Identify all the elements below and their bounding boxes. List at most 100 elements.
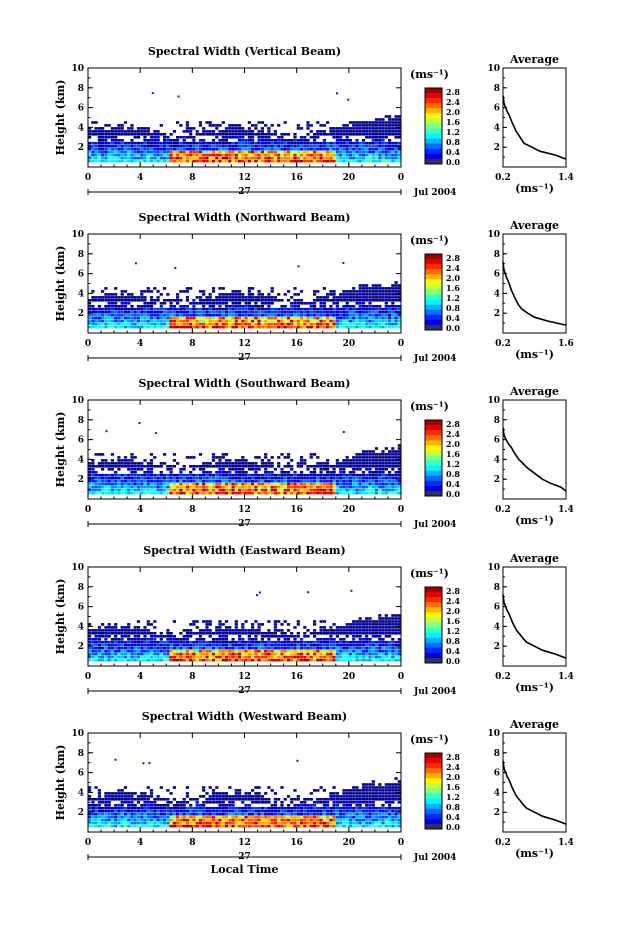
heatmap-cell (166, 629, 170, 632)
colorbar-tick-label: 1.6 (446, 449, 460, 459)
heatmap-cell (231, 147, 235, 151)
heatmap-cell (224, 629, 229, 632)
heatmap-cell (91, 290, 95, 293)
heatmap-cell (110, 479, 114, 483)
heatmap-cell (221, 302, 225, 305)
heatmap-cell (202, 290, 206, 293)
heatmap-cell (94, 482, 98, 486)
heatmap-cell (228, 471, 232, 474)
heatmap-cell (123, 640, 128, 644)
heatmap-cell (358, 473, 362, 477)
heatmap-cell (388, 623, 392, 626)
heatmap-cell (378, 465, 382, 468)
heatmap-cell (205, 649, 209, 653)
heatmap-cell (101, 640, 105, 644)
heatmap-cell (345, 139, 349, 142)
heatmap-cell (322, 322, 326, 326)
heatmap-cell (238, 141, 242, 145)
heatmap-cell (211, 476, 216, 480)
heatmap-cell (303, 144, 307, 148)
heatmap-cell (208, 159, 212, 163)
heatmap-cell (280, 471, 284, 474)
heatmap-cell (299, 652, 304, 656)
heatmap-cell (365, 629, 369, 632)
heatmap-cell (322, 310, 326, 314)
heatmap-cell (136, 325, 141, 329)
heatmap-cell (371, 144, 375, 148)
heatmap-cell (257, 136, 261, 139)
heatmap-cell (172, 150, 176, 154)
heatmap-cell (391, 643, 395, 647)
heatmap-cell (391, 617, 395, 620)
heatmap-cell (123, 153, 128, 157)
heatmap-cell (378, 307, 382, 311)
heatmap-cell (149, 462, 154, 465)
heatmap-cell (88, 646, 92, 650)
heatmap-cell (224, 626, 229, 629)
heatmap-cell (267, 655, 271, 659)
heatmap-cell (127, 325, 131, 329)
heatmap-cell (368, 649, 372, 653)
heatmap-cell (329, 632, 333, 635)
heatmap-cell (352, 473, 356, 477)
heatmap-cell (195, 302, 199, 305)
heatmap-cell (110, 485, 114, 489)
heatmap-cell (280, 141, 284, 145)
heatmap-cell (355, 488, 359, 492)
heatmap-cell (273, 824, 277, 828)
y-axis-label: Height (km) (54, 412, 67, 488)
heatmap-cell (156, 133, 160, 136)
heatmap-cell (339, 136, 343, 139)
heatmap-cell (101, 144, 105, 148)
heatmap-cell (123, 655, 128, 659)
heatmap-cell (211, 316, 216, 320)
heatmap-cell (290, 824, 294, 828)
heatmap-cell (176, 824, 180, 828)
heatmap-cell (117, 658, 121, 662)
heatmap-cell (221, 643, 225, 647)
heatmap-cell (368, 130, 372, 133)
heatmap-cell (104, 629, 108, 632)
heatmap-cell (286, 144, 291, 148)
heatmap-cell (391, 150, 395, 154)
heatmap-cell (394, 136, 398, 139)
heatmap-cell (368, 488, 372, 492)
heatmap-cell (365, 150, 369, 154)
heatmap-cell (388, 133, 392, 136)
heatmap-cell (326, 465, 330, 468)
heatmap-cell (221, 150, 225, 154)
heatmap-cell (172, 141, 176, 145)
heatmap-cell (273, 313, 277, 317)
heatmap-cell (339, 147, 343, 151)
heatmap-cell (140, 325, 144, 329)
heatmap-cell (251, 468, 255, 471)
heatmap-cell (101, 488, 105, 492)
heatmap-cell (153, 319, 157, 323)
heatmap-cell (149, 623, 154, 626)
heatmap-cell (313, 307, 317, 311)
heatmap-cell (290, 640, 294, 644)
heatmap-cell (397, 652, 401, 656)
heatmap-cell (176, 139, 180, 142)
heatmap-cell (368, 141, 372, 145)
heatmap-cell (185, 305, 189, 308)
heatmap-cell (159, 310, 163, 314)
heatmap-cell (208, 156, 212, 160)
heatmap-cell (88, 821, 92, 825)
heatmap-cell (215, 299, 219, 302)
heatmap-cell (156, 150, 160, 154)
heatmap-cell (185, 479, 189, 483)
heatmap-cell (176, 462, 180, 465)
heatmap-cell (218, 141, 222, 145)
heatmap-cell (127, 646, 131, 650)
heatmap-cell (231, 640, 235, 644)
heatmap-cell (133, 473, 137, 477)
heatmap-cell (260, 638, 264, 641)
heatmap-cell (257, 640, 261, 644)
heatmap-cell (104, 136, 108, 139)
heatmap-cell (348, 643, 352, 647)
colorbar-swatch (425, 264, 442, 270)
heatmap-cell (326, 476, 330, 480)
heatmap-cell (189, 302, 193, 305)
heatmap-cell (136, 632, 141, 635)
